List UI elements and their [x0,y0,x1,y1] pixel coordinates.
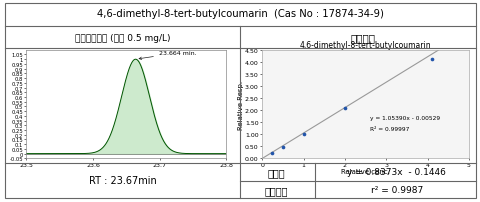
Text: y = 1.05390x - 0.00529: y = 1.05390x - 0.00529 [369,116,439,121]
Y-axis label: Relative Resp.: Relative Resp. [237,80,243,129]
Text: RT : 23.67min: RT : 23.67min [89,175,156,185]
Title: 4,6-dimethyl-8-tert-butylcoumarin: 4,6-dimethyl-8-tert-butylcoumarin [299,41,431,50]
Text: y = 0.8373x  - 0.1446: y = 0.8373x - 0.1446 [347,168,445,177]
Text: r² = 0.9987: r² = 0.9987 [370,185,422,194]
Text: 상관계수: 상관계수 [264,185,288,195]
Point [340,107,348,110]
Text: 크로마토그램 (농도 0.5 mg/L): 크로마토그램 (농도 0.5 mg/L) [75,34,170,43]
Point [299,133,307,136]
Text: 검정공선: 검정공선 [350,33,375,43]
Point [427,58,435,61]
Text: 4,6-dimethyl-8-tert-butylcoumarin  (Cas No : 17874-34-9): 4,6-dimethyl-8-tert-butylcoumarin (Cas N… [97,9,383,19]
Text: 회궀식: 회궀식 [267,167,285,177]
Point [268,152,276,155]
X-axis label: Relative conc.: Relative conc. [340,168,389,174]
Text: 23.664 min.: 23.664 min. [139,51,196,60]
Text: R² = 0.99997: R² = 0.99997 [369,126,408,132]
Point [278,145,286,149]
